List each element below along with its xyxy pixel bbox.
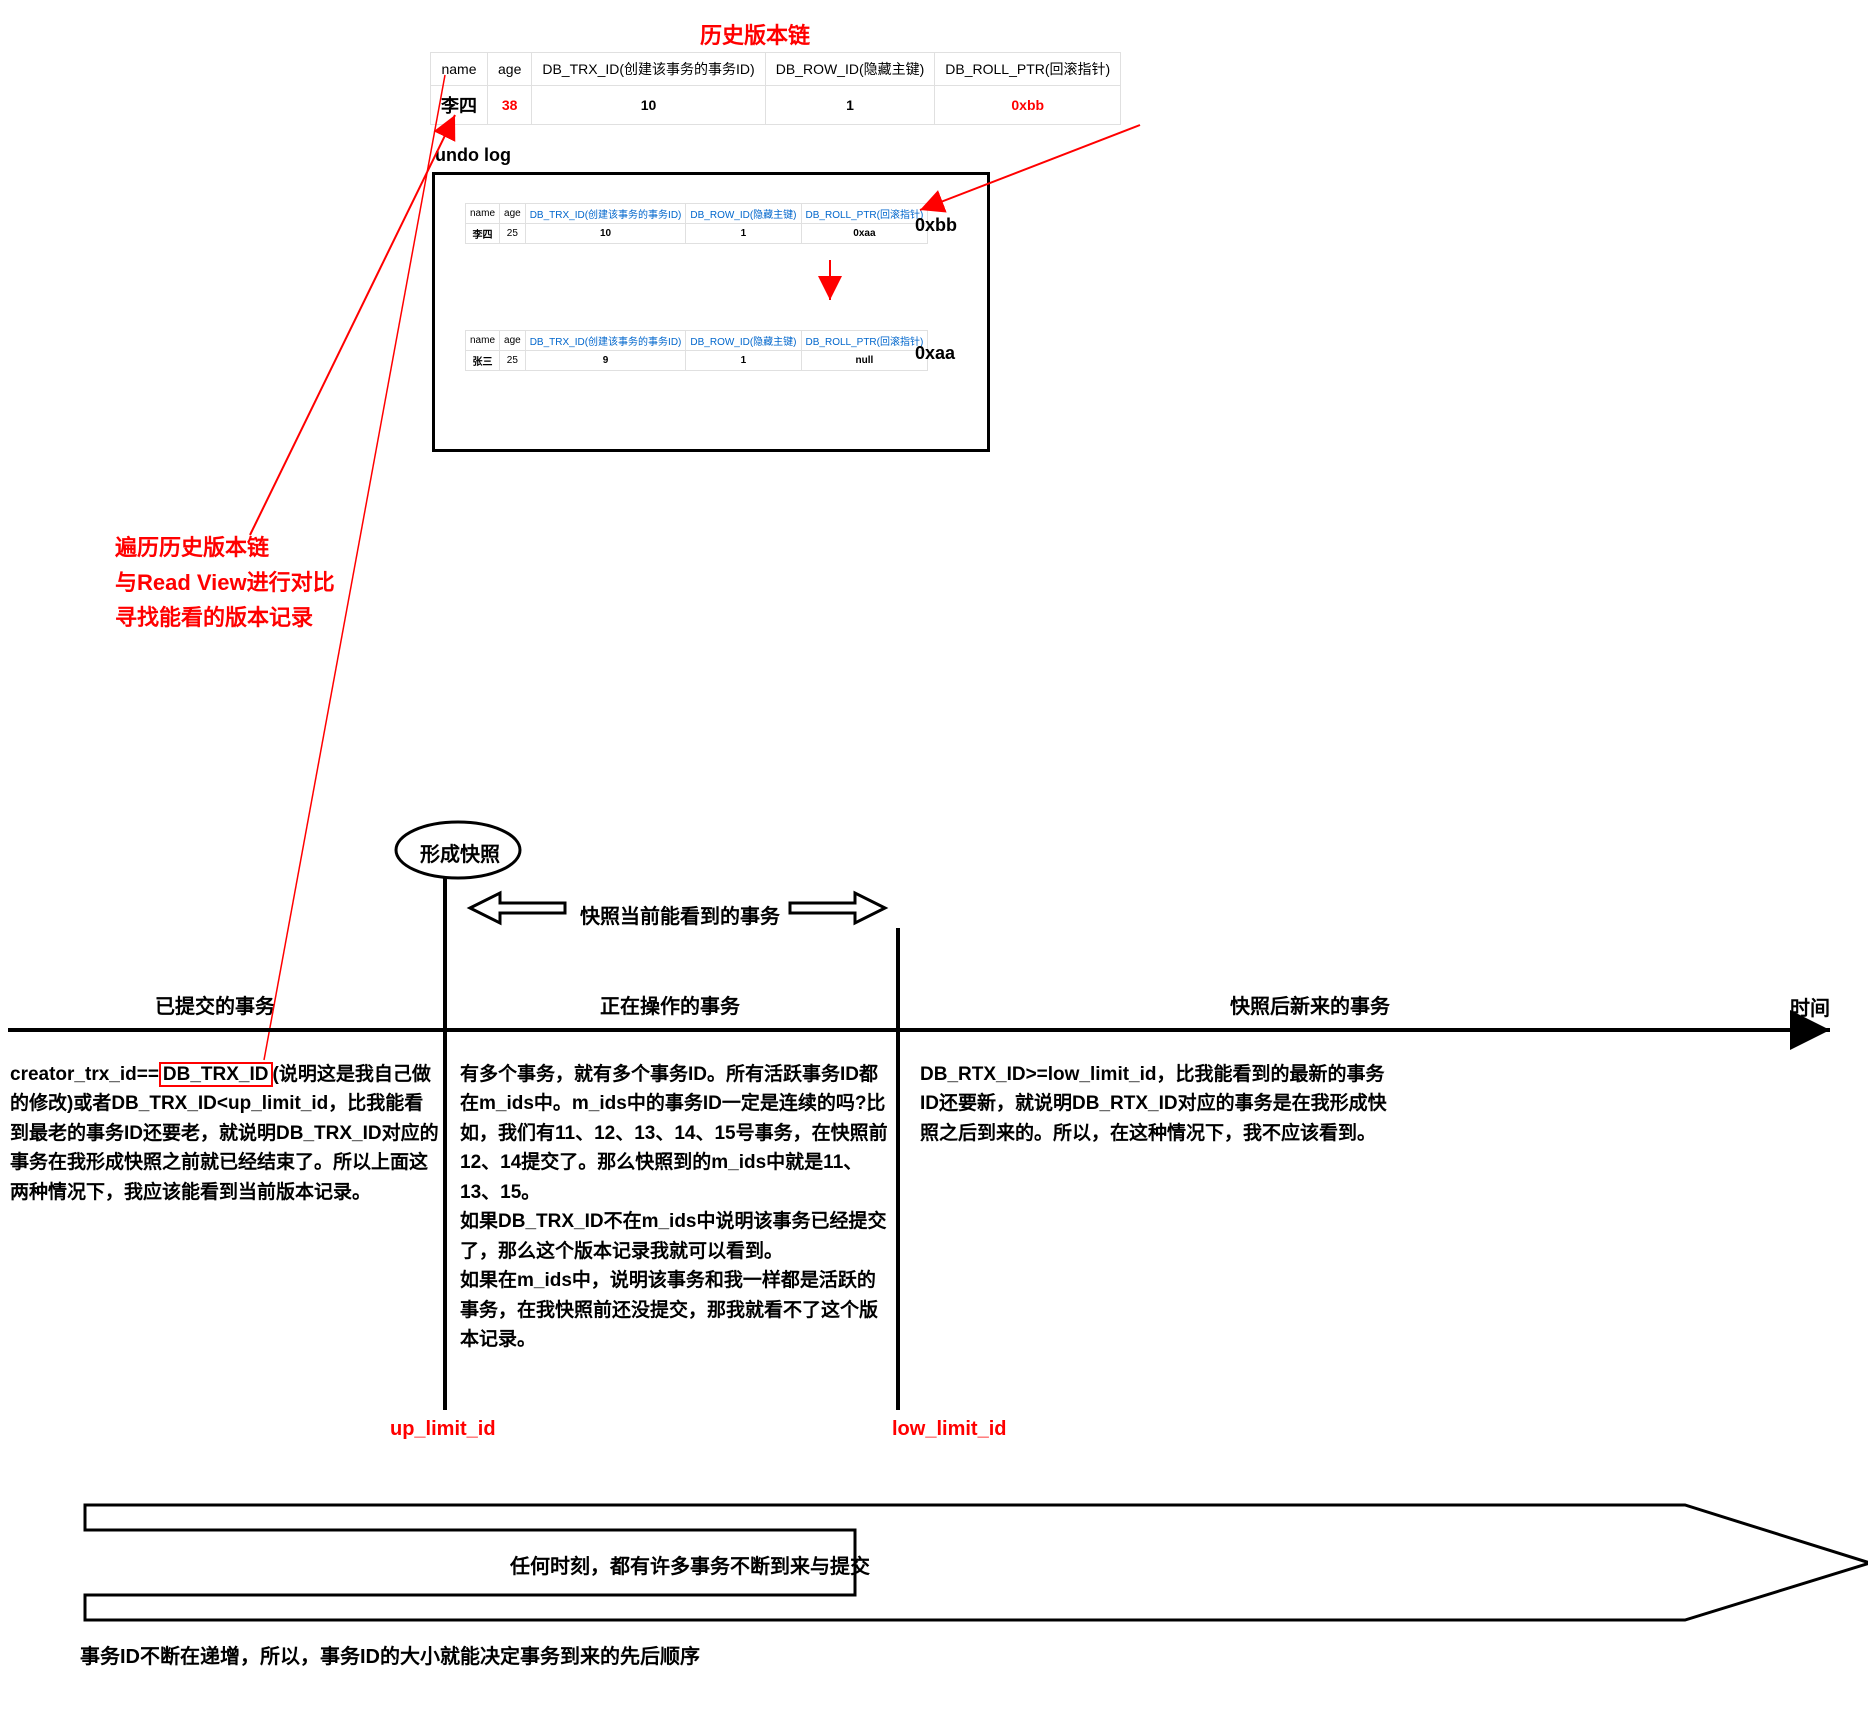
- red-note-line3: 寻找能看的版本记录: [115, 600, 335, 635]
- col1-text: creator_trx_id==DB_TRX_ID(说明这是我自己做的修改)或者…: [10, 1060, 440, 1207]
- undo1-h-name: name: [466, 204, 500, 224]
- low-limit-label: low_limit_id: [892, 1418, 1006, 1441]
- undo2-header-row: name age DB_TRX_ID(创建该事务的事务ID) DB_ROW_ID…: [466, 331, 928, 351]
- main-table-container: name age DB_TRX_ID(创建该事务的事务ID) DB_ROW_ID…: [430, 52, 1121, 125]
- undo1-age: 25: [500, 224, 526, 244]
- undo2-age: 25: [500, 351, 526, 371]
- undo2-rollptr: null: [801, 351, 928, 371]
- time-axis-label: 时间: [1790, 992, 1830, 1021]
- main-table-data-row: 李四 38 10 1 0xbb: [431, 86, 1121, 125]
- big-bottom-arrow: [85, 1505, 1868, 1620]
- visible-transactions-label: 快照当前能看到的事务: [580, 900, 780, 929]
- undo1-rollptr: 0xaa: [801, 224, 928, 244]
- bottom-note-text: 事务ID不断在递增，所以，事务ID的大小就能决定事务到来的先后顺序: [80, 1640, 700, 1669]
- undo2-name: 张三: [466, 351, 500, 371]
- red-note-line2: 与Read View进行对比: [115, 565, 335, 600]
- main-table-age: 38: [488, 86, 532, 125]
- undo2-h-trxid: DB_TRX_ID(创建该事务的事务ID): [525, 331, 686, 351]
- main-table-rollptr: 0xbb: [935, 86, 1121, 125]
- big-arrow-text: 任何时刻，都有许多事务不断到来与提交: [510, 1550, 870, 1579]
- col3-title: 快照后新来的事务: [1230, 990, 1390, 1019]
- main-table-rowid: 1: [765, 86, 935, 125]
- undo-table-1: name age DB_TRX_ID(创建该事务的事务ID) DB_ROW_ID…: [465, 203, 928, 244]
- main-table-trxid: 10: [532, 86, 765, 125]
- undo-table-2: name age DB_TRX_ID(创建该事务的事务ID) DB_ROW_ID…: [465, 330, 928, 371]
- main-table-header-row: name age DB_TRX_ID(创建该事务的事务ID) DB_ROW_ID…: [431, 53, 1121, 86]
- undo1-h-rollptr: DB_ROLL_PTR(回滚指针): [801, 204, 928, 224]
- snapshot-oval-text: 形成快照: [420, 838, 500, 867]
- col2-text: 有多个事务，就有多个事务ID。所有活跃事务ID都在m_ids中。m_ids中的事…: [460, 1060, 890, 1354]
- undo2-rowid: 1: [686, 351, 801, 371]
- arrow-note-to-table: [250, 115, 455, 535]
- main-table-header-age: age: [488, 53, 532, 86]
- undo1-rowid: 1: [686, 224, 801, 244]
- undo1-h-age: age: [500, 204, 526, 224]
- col1-prefix: creator_trx_id==: [10, 1064, 159, 1085]
- undo1-h-trxid: DB_TRX_ID(创建该事务的事务ID): [525, 204, 686, 224]
- undo2-trxid: 9: [525, 351, 686, 371]
- up-limit-label: up_limit_id: [390, 1418, 496, 1441]
- undo-table-1-container: name age DB_TRX_ID(创建该事务的事务ID) DB_ROW_ID…: [465, 203, 928, 244]
- main-table-header-rowid: DB_ROW_ID(隐藏主键): [765, 53, 935, 86]
- history-chain-title: 历史版本链: [700, 18, 810, 50]
- undo-log-label: undo log: [435, 145, 511, 166]
- undo1-trxid: 10: [525, 224, 686, 244]
- undo1-name: 李四: [466, 224, 500, 244]
- undo2-side-label: 0xaa: [915, 343, 955, 364]
- red-note-line1: 遍历历史版本链: [115, 530, 335, 565]
- undo-log-box: name age DB_TRX_ID(创建该事务的事务ID) DB_ROW_ID…: [432, 172, 990, 452]
- undo2-h-rowid: DB_ROW_ID(隐藏主键): [686, 331, 801, 351]
- undo2-h-age: age: [500, 331, 526, 351]
- main-version-table: name age DB_TRX_ID(创建该事务的事务ID) DB_ROW_ID…: [430, 52, 1121, 125]
- undo2-h-rollptr: DB_ROLL_PTR(回滚指针): [801, 331, 928, 351]
- undo2-h-name: name: [466, 331, 500, 351]
- undo1-h-rowid: DB_ROW_ID(隐藏主键): [686, 204, 801, 224]
- main-table-header-rollptr: DB_ROLL_PTR(回滚指针): [935, 53, 1121, 86]
- undo1-data-row: 李四 25 10 1 0xaa: [466, 224, 928, 244]
- main-table-header-trxid: DB_TRX_ID(创建该事务的事务ID): [532, 53, 765, 86]
- undo-table-2-container: name age DB_TRX_ID(创建该事务的事务ID) DB_ROW_ID…: [465, 330, 928, 371]
- undo2-data-row: 张三 25 9 1 null: [466, 351, 928, 371]
- col2-title: 正在操作的事务: [600, 990, 740, 1019]
- red-note-block: 遍历历史版本链 与Read View进行对比 寻找能看的版本记录: [115, 530, 335, 636]
- undo1-side-label: 0xbb: [915, 215, 957, 236]
- main-table-name: 李四: [431, 86, 488, 125]
- undo1-header-row: name age DB_TRX_ID(创建该事务的事务ID) DB_ROW_ID…: [466, 204, 928, 224]
- main-table-header-name: name: [431, 53, 488, 86]
- col3-text: DB_RTX_ID>=low_limit_id，比我能看到的最新的事务ID还要新…: [920, 1060, 1390, 1148]
- col1-title: 已提交的事务: [155, 990, 275, 1019]
- db-trx-id-boxed: DB_TRX_ID: [159, 1062, 273, 1087]
